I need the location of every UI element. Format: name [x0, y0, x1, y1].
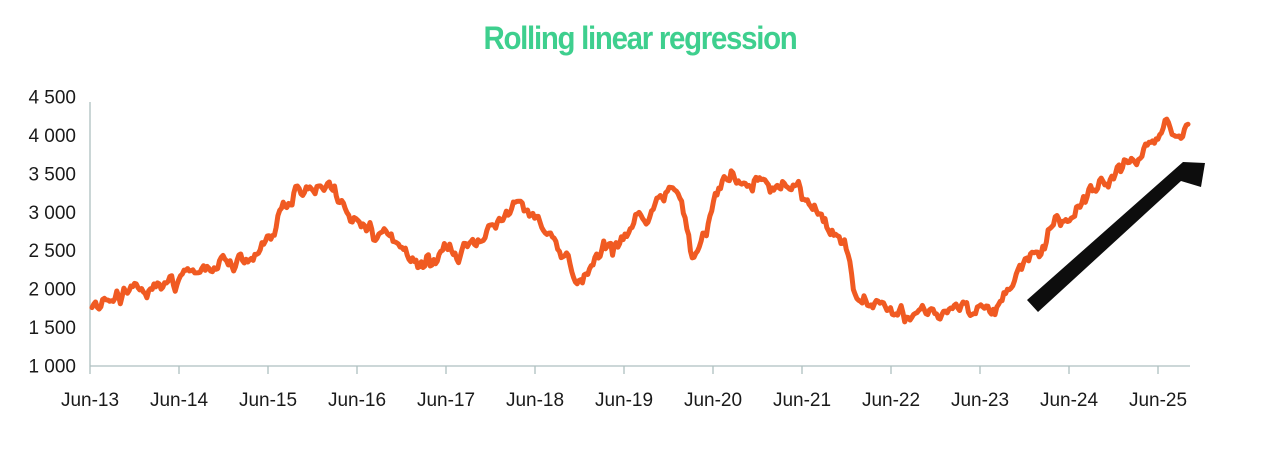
svg-text:Jun-18: Jun-18: [506, 390, 564, 411]
svg-text:1 500: 1 500: [28, 318, 76, 339]
svg-text:4 000: 4 000: [28, 126, 76, 147]
svg-text:Jun-20: Jun-20: [684, 390, 742, 411]
svg-text:Jun-15: Jun-15: [239, 390, 297, 411]
svg-text:Jun-25: Jun-25: [1129, 390, 1187, 411]
svg-text:Jun-13: Jun-13: [61, 390, 119, 411]
svg-text:2 500: 2 500: [28, 241, 76, 262]
svg-text:Jun-23: Jun-23: [951, 390, 1009, 411]
svg-text:2 000: 2 000: [28, 280, 76, 301]
svg-text:Jun-19: Jun-19: [595, 390, 653, 411]
svg-text:1 000: 1 000: [28, 357, 76, 378]
svg-text:Jun-21: Jun-21: [773, 390, 831, 411]
svg-text:3 500: 3 500: [28, 164, 76, 185]
svg-text:Jun-14: Jun-14: [150, 390, 209, 411]
svg-text:3 000: 3 000: [28, 203, 76, 224]
svg-text:Jun-16: Jun-16: [328, 390, 386, 411]
svg-text:Jun-22: Jun-22: [862, 390, 920, 411]
svg-text:Jun-17: Jun-17: [417, 390, 475, 411]
svg-text:4 500: 4 500: [28, 88, 76, 109]
svg-text:Jun-24: Jun-24: [1040, 390, 1099, 411]
